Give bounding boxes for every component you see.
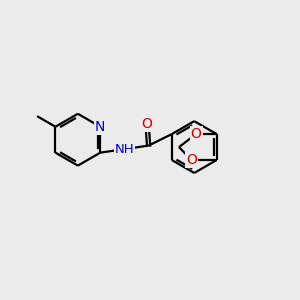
Text: O: O: [186, 153, 197, 167]
Text: O: O: [190, 127, 202, 141]
Text: O: O: [142, 117, 153, 131]
Text: N: N: [95, 120, 106, 134]
Text: NH: NH: [115, 142, 134, 156]
